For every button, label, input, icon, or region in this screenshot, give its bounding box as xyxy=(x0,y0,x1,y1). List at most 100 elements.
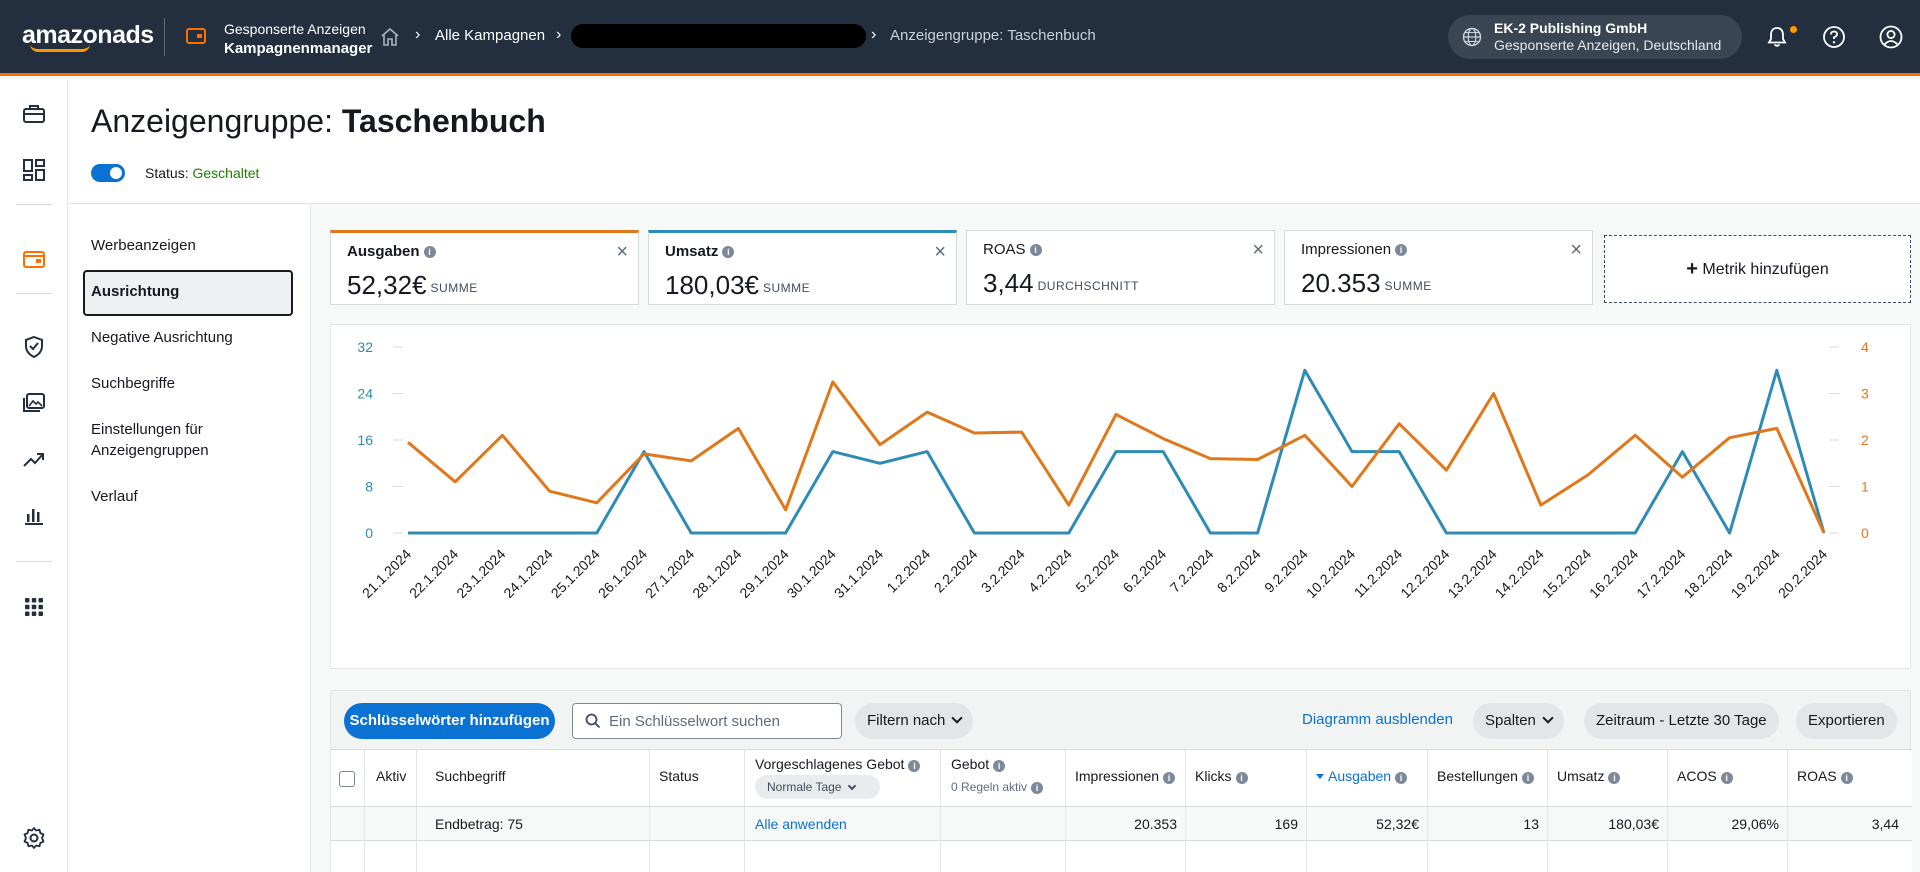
info-icon[interactable]: i xyxy=(1395,772,1408,784)
section-nav-item-ads[interactable]: Werbeanzeigen xyxy=(91,237,196,254)
hide-chart-link[interactable]: Diagramm ausblenden xyxy=(1302,711,1453,728)
info-icon[interactable]: i xyxy=(1608,772,1621,784)
brand-shield-icon[interactable] xyxy=(21,334,47,360)
column-header-clicks[interactable]: Klicks i xyxy=(1195,768,1248,784)
info-icon[interactable]: i xyxy=(1235,772,1248,784)
divider xyxy=(164,18,165,56)
total-sales: 180,03€ xyxy=(1608,816,1659,832)
section-nav-item-search-terms[interactable]: Suchbegriffe xyxy=(91,375,175,392)
account-switcher[interactable]: EK-2 Publishing GmbH Gesponserte Anzeige… xyxy=(1448,15,1742,59)
notification-dot xyxy=(1790,26,1797,33)
close-icon[interactable]: × xyxy=(1570,239,1582,261)
x-axis-tick-label: 24.1.2024 xyxy=(500,546,556,602)
info-icon[interactable]: i xyxy=(1163,772,1176,784)
filter-button[interactable]: Filtern nach xyxy=(855,703,974,739)
column-header-spend[interactable]: Ausgaben i xyxy=(1316,768,1408,784)
close-icon[interactable]: × xyxy=(616,241,628,263)
keyword-search-input[interactable]: Ein Schlüsselwort suchen xyxy=(572,703,842,739)
info-icon[interactable]: i xyxy=(1840,772,1853,784)
column-header-orders[interactable]: Bestellungen i xyxy=(1437,768,1534,784)
info-icon[interactable]: i xyxy=(1395,244,1408,256)
chevron-down-icon xyxy=(1542,712,1554,724)
x-axis-tick-label: 28.1.2024 xyxy=(689,546,745,602)
column-header-impressions[interactable]: Impressionen i xyxy=(1075,768,1176,784)
section-nav-item-settings[interactable]: Einstellungen für Anzeigengruppen xyxy=(91,421,209,459)
info-icon[interactable]: i xyxy=(1029,244,1042,256)
briefcase-icon[interactable] xyxy=(21,101,47,127)
info-icon[interactable]: i xyxy=(423,246,436,258)
rail-divider xyxy=(16,561,52,562)
amazon-ads-logo[interactable]: amazonads xyxy=(22,22,154,52)
x-axis-tick-label: 6.2.2024 xyxy=(1119,546,1169,596)
left-axis-tick-label: 8 xyxy=(365,479,373,495)
bar-chart-icon[interactable] xyxy=(21,502,47,528)
column-header-bid[interactable]: Gebot i xyxy=(951,756,1006,772)
total-count: Endbetrag: 75 xyxy=(435,816,523,832)
column-header-acos[interactable]: ACOS i xyxy=(1677,768,1733,784)
right-axis-tick-label: 0 xyxy=(1861,525,1869,541)
user-profile-icon[interactable] xyxy=(1878,24,1904,50)
column-header-search-term[interactable]: Suchbegriff xyxy=(435,768,506,784)
add-metric-button[interactable]: + Metrik hinzufügen xyxy=(1604,235,1911,303)
left-axis-tick-label: 24 xyxy=(357,386,373,402)
info-icon[interactable]: i xyxy=(993,760,1006,772)
add-keywords-button[interactable]: Schlüsselwörter hinzufügen xyxy=(344,703,555,739)
suggested-bid-day-dropdown[interactable]: Normale Tage xyxy=(755,775,880,799)
performance-chart: 0 8 16 24 32 0 1 2 3 4 21.1.2024 22.1.2024 23.1.2024… xyxy=(330,324,1911,669)
info-icon[interactable]: i xyxy=(1521,772,1534,784)
status-value: Geschaltet xyxy=(192,165,260,181)
metric-card-spend[interactable]: Ausgaben i × 52,32€ SUMME xyxy=(330,230,639,305)
metric-card-roas[interactable]: ROAS i × 3,44 DURCHSCHNITT xyxy=(966,230,1275,305)
settings-gear-icon[interactable] xyxy=(21,825,47,851)
x-axis-tick-label: 1.2.2024 xyxy=(883,546,933,596)
metric-card-sales[interactable]: Umsatz i × 180,03€ SUMME xyxy=(648,230,957,305)
app-name[interactable]: Gesponserte Anzeigen Kampagnenmanager xyxy=(224,20,372,58)
section-nav-item-targeting[interactable]: Ausrichtung xyxy=(91,283,180,300)
info-icon[interactable]: i xyxy=(1720,772,1733,784)
notifications-bell-icon[interactable] xyxy=(1764,24,1790,50)
info-icon[interactable]: i xyxy=(908,760,921,772)
section-nav-item-negative-targeting[interactable]: Negative Ausrichtung xyxy=(91,329,233,346)
total-impressions: 20.353 xyxy=(1134,816,1177,832)
page-title-name: Taschenbuch xyxy=(341,103,546,139)
export-button[interactable]: Exportieren xyxy=(1796,703,1897,739)
line-chart: 0 8 16 24 32 0 1 2 3 4 21.1.202422.1.202423.1.2024… xyxy=(357,339,1869,602)
metric-card-impressions[interactable]: Impressionen i × 20.353 SUMME xyxy=(1284,230,1593,305)
x-axis-tick-label: 5.2.2024 xyxy=(1072,546,1122,596)
breadcrumb-chevron-icon: › xyxy=(556,26,562,43)
column-header-status[interactable]: Status xyxy=(659,768,699,784)
dashboard-icon[interactable] xyxy=(21,157,47,183)
select-all-checkbox[interactable] xyxy=(339,771,355,787)
info-icon[interactable]: i xyxy=(1031,782,1044,794)
column-header-active[interactable]: Aktiv xyxy=(376,768,407,784)
columns-button[interactable]: Spalten xyxy=(1473,703,1564,739)
breadcrumb-chevron-icon: › xyxy=(871,26,877,43)
x-axis-tick-label: 26.1.2024 xyxy=(595,546,651,602)
date-range-button[interactable]: Zeitraum - Letzte 30 Tage xyxy=(1584,703,1779,739)
x-axis-tick-label: 7.2.2024 xyxy=(1167,546,1217,596)
total-clicks: 169 xyxy=(1274,816,1298,832)
column-header-roas[interactable]: ROAS i xyxy=(1797,768,1853,784)
left-axis-tick-label: 16 xyxy=(357,432,373,448)
info-icon[interactable]: i xyxy=(722,246,735,258)
section-nav-item-history[interactable]: Verlauf xyxy=(91,488,138,505)
breadcrumb-chevron-icon: › xyxy=(415,26,421,43)
right-axis-tick-label: 1 xyxy=(1861,479,1869,495)
apps-grid-icon[interactable] xyxy=(21,594,47,620)
help-icon[interactable] xyxy=(1821,24,1847,50)
metric-title: Ausgaben i xyxy=(347,243,436,260)
x-axis-tick-label: 30.1.2024 xyxy=(784,546,840,602)
x-axis-tick-label: 4.2.2024 xyxy=(1025,546,1075,596)
close-icon[interactable]: × xyxy=(1252,239,1264,261)
status-toggle[interactable] xyxy=(91,164,125,182)
column-header-suggested-bid[interactable]: Vorgeschlagenes Gebot i xyxy=(755,756,921,772)
breadcrumb-all-campaigns[interactable]: Alle Kampagnen xyxy=(435,27,546,44)
apply-all-link[interactable]: Alle anwenden xyxy=(755,816,847,832)
home-icon[interactable] xyxy=(380,27,400,47)
account-marketplace: Gesponserte Anzeigen, Deutschland xyxy=(1494,37,1722,53)
media-library-icon[interactable] xyxy=(21,390,47,416)
campaign-manager-icon[interactable] xyxy=(21,246,47,272)
trending-up-icon[interactable] xyxy=(21,446,47,472)
column-header-sales[interactable]: Umsatz i xyxy=(1557,768,1621,784)
close-icon[interactable]: × xyxy=(934,241,946,263)
